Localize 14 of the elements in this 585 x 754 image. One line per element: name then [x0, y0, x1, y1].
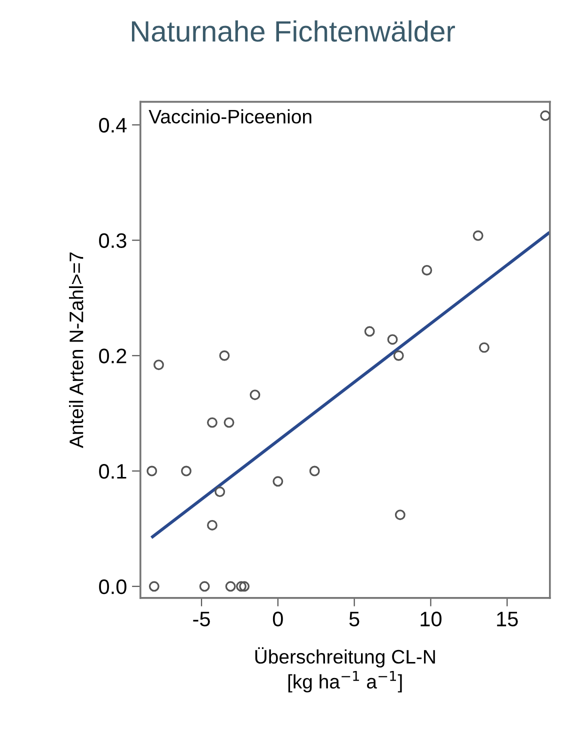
y-tick-label: 0.0	[99, 579, 126, 594]
y-axis-title: Anteil Arten N-Zahl>=7	[69, 252, 84, 448]
y-tick-label: 0.3	[99, 233, 126, 248]
y-tick-label: 0.1	[99, 464, 126, 479]
y-tick-label: 0.2	[99, 348, 126, 364]
y-tick-label: 0.4	[99, 118, 127, 133]
annotation: Vaccinio-Piceenion	[148, 109, 312, 124]
x-tick-label: 0	[272, 612, 283, 626]
chart-title: Naturnahe Fichtenwälder	[132, 20, 455, 42]
x-tick-label: -5	[193, 612, 210, 626]
x-tick-label: 10	[420, 612, 442, 626]
x-axis-title: Überschreitung CL-N [kg ha$^{−1}$ a$^{−1}$]	[255, 647, 435, 692]
x-tick-label: 5	[349, 612, 360, 626]
x-tick-label: 15	[497, 612, 518, 626]
